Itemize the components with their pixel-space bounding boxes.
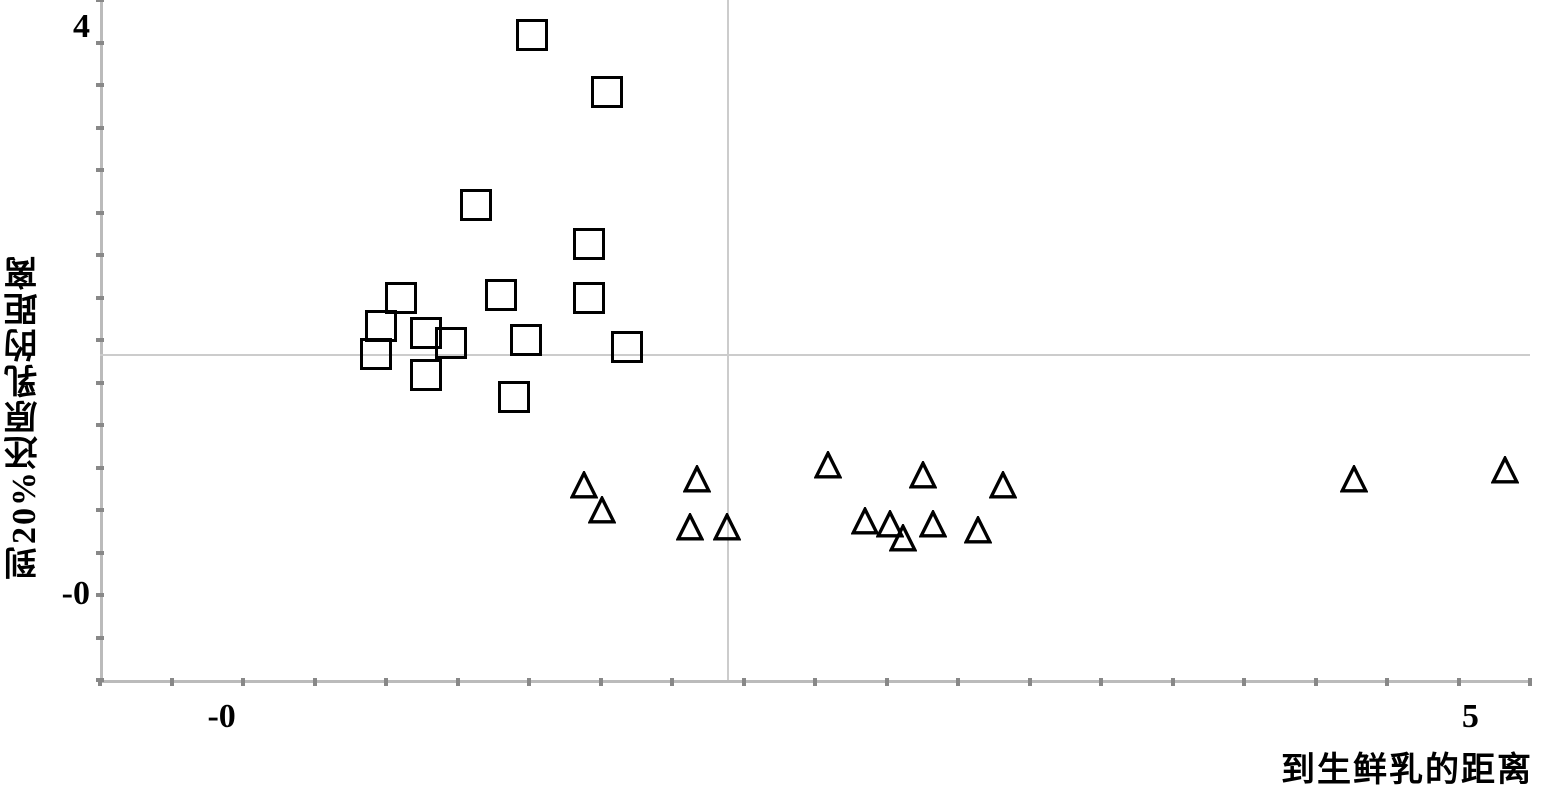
y-tick (96, 83, 104, 87)
x-tick (599, 678, 603, 686)
horizontal-grid-line (100, 354, 1530, 356)
scatter-chart: 到20%还原乳的距离 到生鲜乳的距离 -0 5 -0 4 (0, 0, 1543, 808)
triangle-marker (1340, 465, 1368, 493)
y-tick (96, 211, 104, 215)
y-tick (96, 508, 104, 512)
x-tick (384, 678, 388, 686)
y-tick (96, 253, 104, 257)
y-tick (96, 168, 104, 172)
square-marker (460, 189, 492, 221)
triangle-marker (989, 471, 1017, 499)
square-marker (360, 338, 392, 370)
y-tick (96, 0, 104, 2)
triangle-marker (851, 507, 879, 535)
y-tick (96, 338, 104, 342)
triangle-marker (676, 513, 704, 541)
y-tick (96, 636, 104, 640)
plot-area (100, 0, 1530, 680)
x-tick-label: 5 (1462, 698, 1479, 736)
triangle-marker (889, 524, 917, 552)
y-tick (96, 296, 104, 300)
square-marker (611, 331, 643, 363)
x-tick (1171, 678, 1175, 686)
square-marker (591, 76, 623, 108)
x-tick (527, 678, 531, 686)
triangle-marker (588, 496, 616, 524)
x-tick (1099, 678, 1103, 686)
x-tick (956, 678, 960, 686)
y-tick (96, 678, 104, 682)
x-tick (1028, 678, 1032, 686)
square-marker (573, 282, 605, 314)
triangle-marker (919, 510, 947, 538)
x-tick (241, 678, 245, 686)
y-axis-title: 到20%还原乳的距离 (0, 20, 49, 580)
triangle-marker (570, 471, 598, 499)
x-tick (670, 678, 674, 686)
square-marker (510, 324, 542, 356)
x-tick (1314, 678, 1318, 686)
x-tick (313, 678, 317, 686)
x-tick (742, 678, 746, 686)
y-tick (96, 423, 104, 427)
square-marker (365, 310, 397, 342)
square-marker (573, 228, 605, 260)
square-marker (498, 381, 530, 413)
x-tick (813, 678, 817, 686)
y-tick (96, 551, 104, 555)
square-marker (435, 327, 467, 359)
x-axis-title: 到生鲜乳的距离 (1281, 742, 1533, 791)
triangle-marker (713, 513, 741, 541)
square-marker (410, 359, 442, 391)
triangle-marker (683, 465, 711, 493)
x-tick (456, 678, 460, 686)
y-tick (96, 41, 104, 45)
square-marker (516, 19, 548, 51)
x-tick (1385, 678, 1389, 686)
square-marker (485, 279, 517, 311)
square-marker (385, 282, 417, 314)
x-tick (1528, 678, 1532, 686)
y-tick-label: 4 (73, 8, 90, 46)
triangle-marker (964, 516, 992, 544)
x-tick (1242, 678, 1246, 686)
y-tick (96, 381, 104, 385)
triangle-marker (909, 461, 937, 489)
x-tick (170, 678, 174, 686)
triangle-marker (814, 451, 842, 479)
y-tick (96, 126, 104, 130)
y-tick-label: -0 (62, 575, 90, 613)
x-tick-label: -0 (207, 698, 235, 736)
y-tick (96, 593, 104, 597)
x-tick (1457, 678, 1461, 686)
vertical-grid-line (727, 0, 729, 680)
x-tick (885, 678, 889, 686)
triangle-marker (1491, 456, 1519, 484)
y-tick (96, 466, 104, 470)
